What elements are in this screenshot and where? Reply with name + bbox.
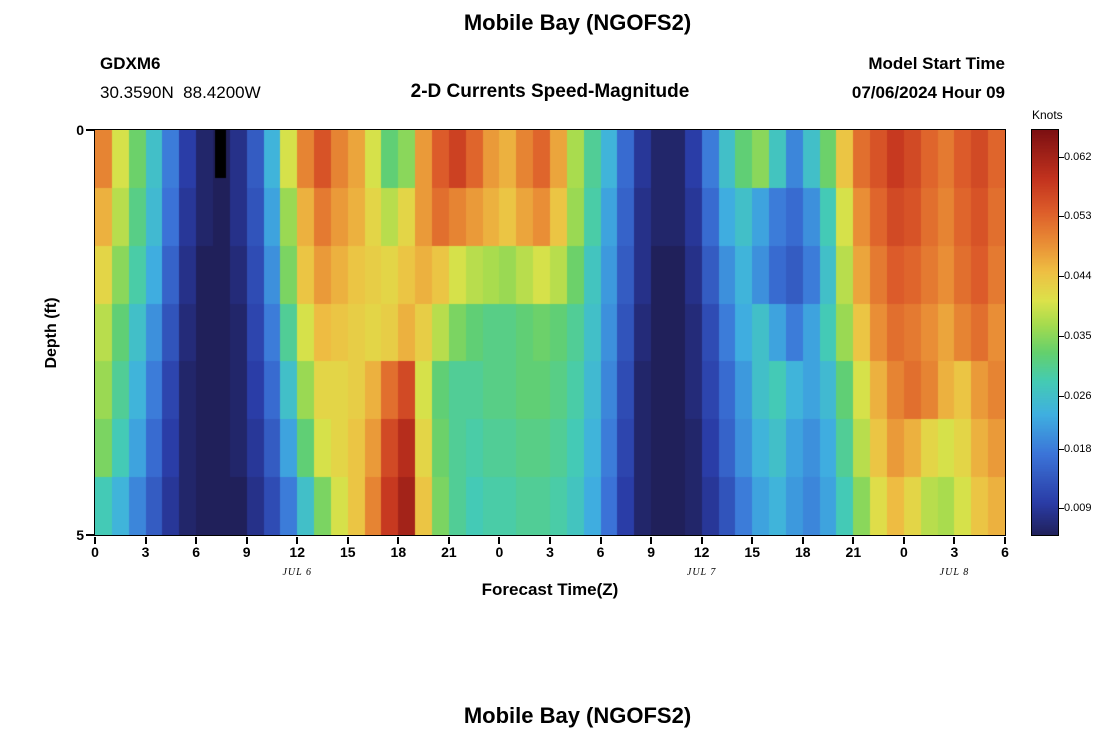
x-axis-date-label: JUL 8 [939,567,970,578]
colorbar-tick-label: 0.009 [1064,502,1092,515]
colorbar-tick-mark [1059,395,1064,397]
x-tick-mark [902,537,905,544]
x-tick-mark [801,537,804,544]
y-tick-mark [86,129,94,131]
x-tick-mark [852,537,855,544]
colorbar-tick-label: 0.062 [1064,150,1092,163]
x-tick-mark [1004,537,1006,544]
x-tick-label: 9 [242,544,251,560]
y-axis-label: Depth (ft) [43,297,60,369]
model-start-time-value: 07/06/2024 Hour 09 [851,83,1005,102]
x-tick-mark [751,537,754,544]
colorbar-label: Knots [1032,108,1063,122]
colorbar-tick-mark [1059,448,1064,450]
x-tick-label: 15 [744,544,761,560]
x-tick-label: 9 [647,544,656,560]
x-tick-label: 18 [390,544,407,560]
colorbar-tick-label: 0.044 [1064,270,1092,283]
x-tick-mark [346,537,349,544]
x-tick-mark [245,537,248,544]
x-axis-label: Forecast Time(Z) [481,580,619,599]
x-tick-label: 6 [192,544,201,560]
x-tick-mark [144,537,147,544]
x-axis-date-label: JUL 7 [686,567,717,578]
next-chart-title: Mobile Bay (NGOFS2) [463,703,692,728]
colorbar-tick-mark [1059,335,1064,337]
x-tick-label: 3 [141,544,150,560]
model-start-time-label: Model Start Time [868,54,1005,73]
x-axis-date-label: JUL 6 [282,567,312,578]
x-tick-label: 12 [693,544,710,560]
chart-subtitle: 2-D Currents Speed-Magnitude [410,81,690,102]
x-tick-label: 0 [495,544,504,560]
colorbar-tick-mark [1059,276,1064,278]
x-tick-label: 21 [441,544,457,560]
x-tick-mark [296,537,299,544]
colorbar-tick-mark [1059,216,1064,218]
x-tick-label: 3 [950,544,959,560]
station-id: GDXM6 [100,54,161,73]
x-tick-mark [498,537,501,544]
y-tick-mark [86,534,94,536]
x-tick-mark [650,537,653,544]
y-tick-label-bottom: 5 [76,527,84,543]
x-tick-label: 15 [339,544,356,560]
x-tick-mark [195,537,198,544]
x-tick-mark [397,537,400,544]
colorbar-tick-label: 0.053 [1064,210,1092,223]
x-tick-mark [94,537,96,544]
x-tick-mark [549,537,551,544]
colorbar-tick-mark [1059,508,1064,510]
x-tick-label: 3 [546,544,554,560]
x-tick-mark [599,537,602,544]
x-tick-label: 21 [845,544,862,560]
colorbar-tick-label: 0.035 [1064,329,1092,342]
colorbar-tick-label: 0.018 [1064,442,1092,455]
chart-title: Mobile Bay (NGOFS2) [463,10,692,35]
x-tick-label: 6 [596,544,605,560]
x-tick-mark [447,537,450,544]
x-tick-label: 18 [794,544,811,560]
colorbar-tick-mark [1059,156,1064,158]
x-tick-label: 6 [1001,544,1009,560]
x-tick-label: 0 [91,544,99,560]
station-coordinates: 30.3590N 88.4200W [100,83,261,102]
x-tick-mark [953,537,956,544]
y-tick-label-top: 0 [76,122,84,138]
colorbar [1031,129,1059,536]
heatmap-plot [93,128,1006,536]
colorbar-tick-label: 0.026 [1064,389,1092,402]
x-tick-mark [700,537,703,544]
x-tick-label: 12 [289,544,306,560]
x-tick-label: 0 [899,544,908,560]
